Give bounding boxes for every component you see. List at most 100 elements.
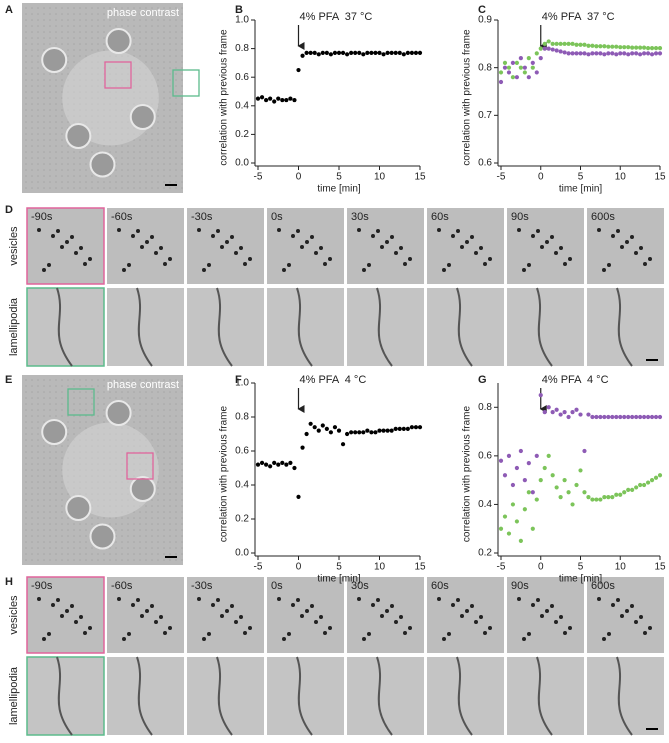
data-point [546, 39, 551, 44]
data-point [542, 465, 547, 471]
lamellipodium [296, 287, 313, 367]
annotation: 4% PFA 4 °C [300, 374, 367, 386]
data-point [526, 461, 531, 466]
vesicle [220, 614, 224, 618]
vesicle [648, 626, 652, 630]
data-point [558, 495, 563, 500]
vesicle [447, 632, 451, 636]
data-point [361, 52, 366, 57]
vesicle [65, 609, 69, 613]
y-tick-label: 0.4 [478, 499, 492, 510]
data-point [634, 414, 639, 420]
y-tick-label: 0.4 [235, 100, 249, 111]
time-label: 90s [511, 580, 529, 592]
vesicle [122, 637, 126, 641]
x-tick-label: -5 [254, 562, 263, 573]
data-point [653, 46, 659, 51]
vesicle [47, 632, 51, 636]
data-point [522, 65, 527, 70]
data-point [554, 407, 559, 412]
data-point [518, 538, 523, 543]
data-point [649, 52, 655, 57]
tile [187, 208, 264, 284]
vesicle [357, 597, 361, 601]
lamellipodium [456, 656, 473, 736]
data-point [308, 421, 313, 426]
vesicle [154, 620, 158, 624]
data-point [590, 43, 595, 48]
vesicle [437, 597, 441, 601]
data-point [506, 531, 512, 536]
tile [267, 577, 344, 653]
time-label: -60s [111, 211, 133, 223]
data-point [518, 56, 523, 61]
vesicle [145, 609, 149, 613]
data-point [381, 428, 386, 433]
cell [129, 104, 156, 130]
vesicle [607, 632, 611, 636]
vesicle [483, 631, 487, 635]
y-tick-label: 0.2 [235, 129, 249, 140]
vesicle [545, 609, 549, 613]
data-point [634, 51, 639, 56]
vesicle [122, 268, 126, 272]
data-point [510, 60, 516, 65]
data-point [405, 426, 410, 431]
data-point [296, 494, 301, 499]
data-point [304, 431, 309, 437]
time-label: 60s [431, 580, 449, 592]
data-point [606, 414, 611, 420]
cell [65, 123, 92, 149]
x-tick-label: 15 [654, 172, 666, 183]
vesicle [319, 246, 323, 250]
data-point [542, 410, 547, 415]
x-tick-label: -5 [497, 562, 506, 573]
vesicle [140, 245, 144, 249]
vesicle [380, 614, 384, 618]
vesicle [207, 263, 211, 267]
vesicle [51, 234, 55, 238]
vesicle [559, 615, 563, 619]
time-label: 90s [511, 211, 529, 223]
vesicle [60, 245, 64, 249]
vesicle [300, 245, 304, 249]
data-point [562, 478, 567, 483]
data-point [530, 65, 535, 70]
vesicle [168, 626, 172, 630]
vesicle [625, 609, 629, 613]
data-point [393, 50, 398, 55]
data-point [626, 52, 631, 57]
vesicle [243, 631, 247, 635]
vesicle [296, 598, 300, 602]
data-point [590, 497, 595, 502]
image-caption: phase contrast [107, 7, 179, 19]
data-point [397, 50, 402, 55]
data-point [566, 51, 571, 56]
vesicle [310, 604, 314, 608]
vesicle [225, 240, 229, 244]
tile [507, 288, 584, 366]
vesicle [403, 262, 407, 266]
vesicle [150, 235, 154, 239]
data-point [578, 42, 583, 47]
vesicle [447, 263, 451, 267]
y-tick-label: 0.2 [235, 514, 249, 525]
data-point [409, 425, 414, 430]
data-point [526, 75, 531, 80]
data-point [264, 462, 269, 467]
data-point [280, 460, 285, 465]
x-tick-label: 0 [296, 172, 302, 183]
data-point [312, 425, 317, 430]
data-point [622, 51, 627, 56]
data-point [570, 410, 575, 415]
vesicle [545, 240, 549, 244]
vesicle [145, 240, 149, 244]
vesicle [163, 631, 167, 635]
data-point [300, 53, 305, 58]
data-point [502, 60, 508, 65]
y-tick-label: 0.8 [235, 412, 249, 423]
vesicle [620, 614, 624, 618]
tile [427, 208, 504, 284]
data-point [630, 487, 635, 492]
vesicle [150, 604, 154, 608]
